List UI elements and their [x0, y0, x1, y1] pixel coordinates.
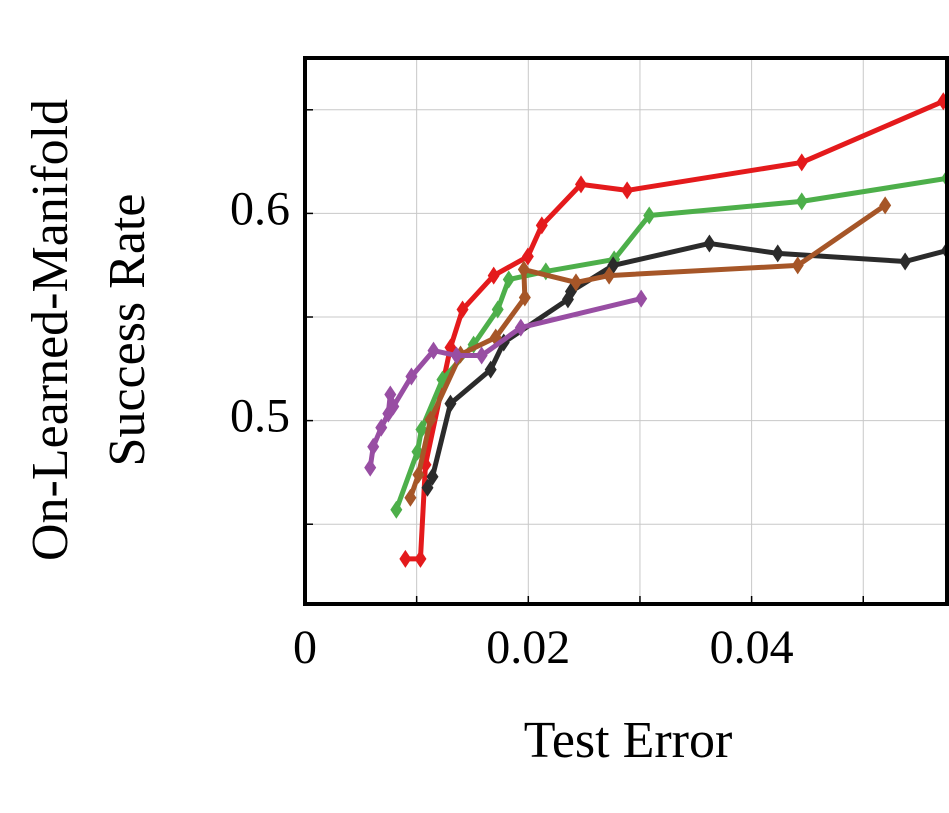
plot-area	[364, 92, 947, 568]
marker	[621, 181, 634, 200]
marker	[643, 206, 656, 225]
marker	[518, 288, 531, 307]
marker	[415, 420, 428, 439]
x-tick-label: 0.02	[486, 621, 570, 674]
marker	[899, 252, 912, 271]
y-axis-title: On-Learned-Manifold	[22, 99, 79, 561]
marker	[390, 500, 403, 519]
marker	[404, 488, 417, 507]
marker	[364, 458, 377, 477]
marker	[795, 192, 808, 211]
marker	[771, 244, 784, 263]
marker	[703, 234, 716, 253]
marker	[879, 196, 892, 215]
x-axis-title: Test Error	[524, 712, 733, 769]
grid	[304, 58, 947, 604]
marker	[635, 289, 648, 308]
marker	[569, 273, 582, 292]
marker	[603, 266, 616, 285]
marker	[414, 549, 427, 568]
marker	[535, 216, 548, 235]
y-tick-label: 0.6	[230, 182, 290, 235]
marker	[517, 260, 530, 279]
marker	[375, 418, 388, 437]
plot-frame	[303, 56, 949, 606]
marker	[456, 300, 469, 319]
marker	[575, 175, 588, 194]
y-axis-title: Success Rate	[99, 194, 156, 467]
marker	[475, 346, 488, 365]
marker	[521, 247, 534, 266]
marker	[405, 367, 418, 386]
marker	[502, 270, 515, 289]
y-tick-label: 0.5	[230, 390, 290, 443]
marker	[795, 153, 808, 172]
marker	[412, 465, 425, 484]
marker	[450, 346, 463, 365]
marker	[791, 256, 804, 275]
marker	[444, 394, 457, 413]
marker	[426, 467, 439, 486]
x-tick-label: 0.04	[710, 621, 794, 674]
marker	[487, 266, 500, 285]
marker	[514, 318, 527, 337]
x-tick-label: 0	[293, 621, 317, 674]
marker	[484, 360, 497, 379]
marker	[937, 92, 947, 111]
marker	[399, 549, 412, 568]
series-line	[405, 99, 945, 562]
marker	[424, 410, 437, 429]
marker	[427, 341, 440, 360]
marker	[421, 478, 434, 497]
marker	[367, 437, 380, 456]
marker	[491, 300, 504, 319]
marker	[387, 397, 400, 416]
